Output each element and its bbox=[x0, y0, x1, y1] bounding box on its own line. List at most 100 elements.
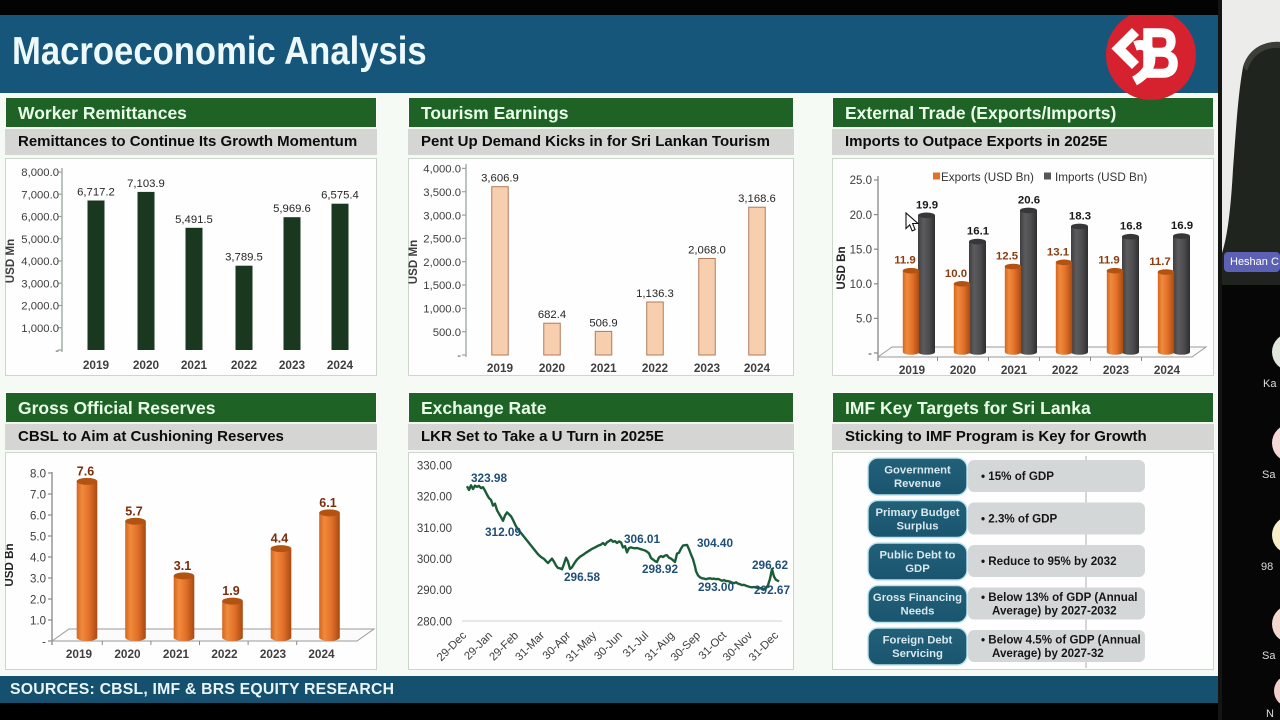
svg-text:6.1: 6.1 bbox=[319, 496, 336, 510]
svg-text:2.0: 2.0 bbox=[30, 594, 46, 606]
svg-text:4,000.0: 4,000.0 bbox=[423, 164, 461, 176]
svg-text:298.92: 298.92 bbox=[642, 562, 679, 576]
svg-text:292.67: 292.67 bbox=[754, 583, 791, 597]
svg-text:5,000.0: 5,000.0 bbox=[21, 234, 59, 246]
svg-text:11.9: 11.9 bbox=[894, 255, 916, 267]
svg-text:2019: 2019 bbox=[66, 647, 93, 661]
svg-text:29-Dec: 29-Dec bbox=[435, 629, 469, 663]
svg-text:-: - bbox=[55, 345, 59, 357]
svg-text:4,000.0: 4,000.0 bbox=[21, 256, 59, 268]
svg-text:8.0: 8.0 bbox=[30, 468, 46, 480]
svg-text:290.00: 290.00 bbox=[417, 585, 452, 597]
svg-text:6,000.0: 6,000.0 bbox=[21, 212, 59, 224]
svg-text:Foreign Debt: Foreign Debt bbox=[883, 635, 953, 647]
svg-text:Primary Budget: Primary Budget bbox=[875, 507, 959, 519]
svg-text:2020: 2020 bbox=[133, 358, 160, 372]
svg-text:6,717.2: 6,717.2 bbox=[77, 187, 115, 199]
svg-text:1.9: 1.9 bbox=[222, 584, 239, 598]
svg-text:2021: 2021 bbox=[590, 361, 617, 375]
svg-text:506.9: 506.9 bbox=[589, 317, 617, 329]
svg-text:2022: 2022 bbox=[642, 361, 669, 375]
svg-text:10.0: 10.0 bbox=[850, 279, 872, 291]
svg-text:2019: 2019 bbox=[899, 363, 926, 376]
svg-text:6,575.4: 6,575.4 bbox=[321, 190, 359, 202]
svg-text:• Reduce to 95% by 2032: • Reduce to 95% by 2032 bbox=[981, 555, 1117, 568]
svg-text:• 2.3% of GDP: • 2.3% of GDP bbox=[981, 513, 1057, 526]
svg-text:Surplus: Surplus bbox=[896, 521, 938, 533]
svg-text:5,491.5: 5,491.5 bbox=[175, 214, 213, 226]
svg-text:25.0: 25.0 bbox=[850, 175, 872, 187]
svg-text:1,000.0: 1,000.0 bbox=[21, 323, 59, 335]
svg-text:1,000.0: 1,000.0 bbox=[423, 304, 461, 316]
svg-text:2,068.0: 2,068.0 bbox=[688, 245, 726, 257]
svg-text:31-Mar: 31-Mar bbox=[513, 629, 547, 663]
svg-text:2021: 2021 bbox=[163, 647, 190, 661]
svg-text:2019: 2019 bbox=[487, 361, 514, 375]
svg-text:16.1: 16.1 bbox=[967, 226, 990, 238]
svg-text:1,500.0: 1,500.0 bbox=[423, 280, 461, 292]
svg-text:Average) by 2027-32: Average) by 2027-32 bbox=[992, 647, 1104, 660]
svg-text:• Below 13% of GDP (Annual: • Below 13% of GDP (Annual bbox=[981, 591, 1138, 604]
svg-text:2024: 2024 bbox=[1154, 363, 1181, 376]
svg-text:3,789.5: 3,789.5 bbox=[225, 252, 263, 264]
svg-text:2023: 2023 bbox=[694, 361, 721, 375]
svg-text:-: - bbox=[868, 348, 872, 360]
svg-text:306.01: 306.01 bbox=[624, 532, 661, 546]
svg-text:2024: 2024 bbox=[327, 358, 354, 372]
svg-text:18.3: 18.3 bbox=[1069, 210, 1091, 222]
svg-text:Gross Financing: Gross Financing bbox=[873, 592, 962, 604]
svg-text:5,969.6: 5,969.6 bbox=[273, 203, 311, 215]
svg-text:310.00: 310.00 bbox=[417, 523, 452, 535]
svg-text:2,500.0: 2,500.0 bbox=[423, 234, 461, 246]
svg-text:2020: 2020 bbox=[950, 363, 977, 376]
svg-text:USD Mn: USD Mn bbox=[5, 239, 17, 283]
svg-text:USD Bn: USD Bn bbox=[5, 543, 16, 586]
svg-text:10.0: 10.0 bbox=[945, 268, 967, 280]
svg-text:2023: 2023 bbox=[260, 647, 287, 661]
svg-text:5.0: 5.0 bbox=[30, 531, 46, 543]
svg-text:296.58: 296.58 bbox=[564, 570, 601, 584]
svg-text:3.0: 3.0 bbox=[30, 573, 46, 585]
svg-text:2024: 2024 bbox=[744, 361, 771, 375]
svg-text:296.62: 296.62 bbox=[752, 558, 789, 572]
svg-text:15.0: 15.0 bbox=[850, 244, 872, 256]
svg-text:2020: 2020 bbox=[539, 361, 566, 375]
svg-text:USD Bn: USD Bn bbox=[835, 246, 848, 289]
svg-text:4.0: 4.0 bbox=[30, 552, 46, 564]
svg-text:-: - bbox=[42, 636, 46, 648]
svg-text:304.40: 304.40 bbox=[697, 536, 734, 550]
svg-text:Public Debt to: Public Debt to bbox=[880, 550, 956, 562]
svg-text:11.7: 11.7 bbox=[1149, 256, 1171, 268]
svg-text:30-Jun: 30-Jun bbox=[592, 630, 625, 663]
svg-text:4.4: 4.4 bbox=[271, 532, 288, 546]
svg-text:312.09: 312.09 bbox=[485, 525, 522, 539]
svg-text:• 15% of GDP: • 15% of GDP bbox=[981, 470, 1054, 483]
svg-text:USD Mn: USD Mn bbox=[408, 240, 420, 284]
svg-text:2021: 2021 bbox=[1001, 363, 1028, 376]
svg-text:3,500.0: 3,500.0 bbox=[423, 187, 461, 199]
svg-text:2021: 2021 bbox=[181, 358, 208, 372]
svg-text:20.6: 20.6 bbox=[1018, 194, 1040, 206]
svg-text:Revenue: Revenue bbox=[894, 478, 941, 490]
svg-text:5.0: 5.0 bbox=[856, 314, 872, 326]
svg-text:Servicing: Servicing bbox=[892, 648, 943, 660]
svg-text:Needs: Needs bbox=[901, 606, 935, 618]
svg-text:6.0: 6.0 bbox=[30, 510, 46, 522]
svg-text:323.98: 323.98 bbox=[471, 471, 508, 485]
svg-text:8,000.0: 8,000.0 bbox=[21, 167, 59, 179]
svg-text:3,000.0: 3,000.0 bbox=[21, 278, 59, 290]
svg-text:7.6: 7.6 bbox=[77, 464, 94, 478]
svg-text:2022: 2022 bbox=[211, 647, 238, 661]
svg-text:300.00: 300.00 bbox=[417, 554, 452, 566]
svg-text:16.9: 16.9 bbox=[1171, 220, 1193, 232]
svg-text:GDP: GDP bbox=[905, 563, 930, 575]
svg-text:2023: 2023 bbox=[1103, 363, 1130, 376]
svg-text:280.00: 280.00 bbox=[417, 616, 452, 628]
svg-text:3.1: 3.1 bbox=[174, 559, 191, 573]
svg-text:2,000.0: 2,000.0 bbox=[423, 257, 461, 269]
svg-text:Government: Government bbox=[884, 465, 951, 477]
svg-text:2019: 2019 bbox=[83, 358, 110, 372]
svg-text:293.00: 293.00 bbox=[698, 580, 735, 594]
svg-text:500.0: 500.0 bbox=[433, 327, 461, 339]
svg-text:3,000.0: 3,000.0 bbox=[423, 210, 461, 222]
